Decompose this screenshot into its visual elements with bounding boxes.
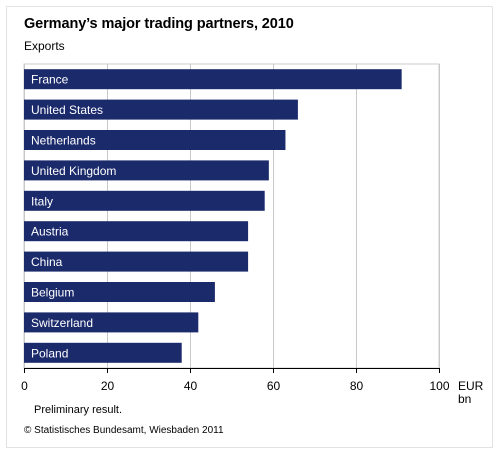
x-tick-label-20: 20 (101, 379, 115, 393)
bar-label-poland: Poland (31, 346, 68, 360)
x-axis: 0 20 40 60 80 100 (21, 368, 450, 393)
source-credit: © Statistisches Bundesamt, Wiesbaden 201… (24, 425, 224, 436)
x-axis-unit-line2: bn (458, 392, 472, 406)
bar-switzerland (24, 312, 199, 333)
bar-label-china: China (31, 255, 63, 269)
bar-label-austria: Austria (31, 225, 69, 239)
x-tick-label-100: 100 (429, 379, 449, 393)
bar-label-italy: Italy (31, 194, 53, 208)
x-tick-label-60: 60 (267, 379, 281, 393)
x-tick-label-40: 40 (184, 379, 198, 393)
bar-label-netherlands: Netherlands (31, 134, 96, 148)
bar-label-switzerland: Switzerland (31, 316, 93, 330)
bar-france (24, 69, 402, 90)
bar-label-france: France (31, 73, 69, 87)
bar-poland (24, 342, 182, 363)
bar-united-kingdom (24, 160, 269, 181)
bar-label-belgium: Belgium (31, 286, 74, 300)
x-axis-unit: EUR bn (458, 380, 483, 406)
bars: France United States Netherlands United Kin… (24, 69, 402, 363)
footnote: Preliminary result. (34, 404, 123, 416)
bar-label-united-states: United States (31, 103, 103, 117)
bar-label-united-kingdom: United Kingdom (31, 164, 116, 178)
x-tick-label-80: 80 (350, 379, 364, 393)
x-axis-unit-line1: EUR (458, 379, 484, 393)
bar-netherlands (24, 130, 286, 150)
x-tick-label-0: 0 (21, 379, 28, 393)
chart-title: Germany’s major trading partners, 2010 (24, 16, 294, 32)
bar-italy (24, 190, 265, 211)
bar-austria (24, 221, 249, 242)
bar-china (24, 251, 249, 272)
bar-belgium (24, 282, 215, 302)
bar-united-states (24, 99, 298, 120)
chart-subtitle: Exports (24, 39, 65, 53)
